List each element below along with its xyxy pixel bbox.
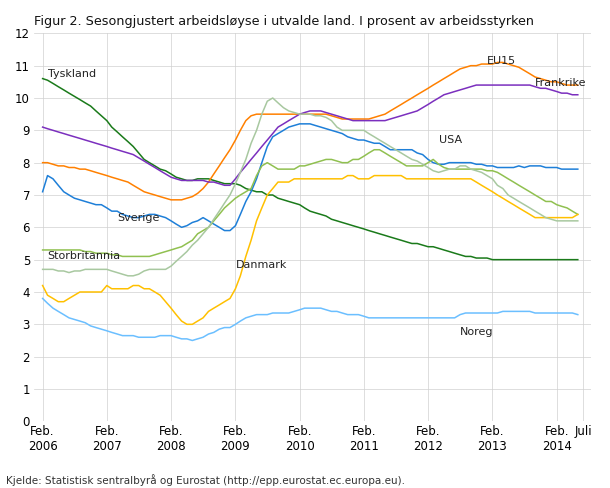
Text: Tyskland: Tyskland	[48, 69, 96, 79]
Text: Frankrike: Frankrike	[535, 79, 587, 88]
Text: Noreg: Noreg	[460, 327, 493, 337]
Text: USA: USA	[439, 135, 462, 145]
Text: Storbritannia: Storbritannia	[48, 251, 121, 262]
Text: Figur 2. Sesongjustert arbeidsløyse i utvalde land. I prosent av arbeidsstyrken: Figur 2. Sesongjustert arbeidsløyse i ut…	[34, 15, 534, 28]
Text: Danmark: Danmark	[235, 260, 287, 269]
Text: Sverige: Sverige	[117, 213, 160, 223]
Text: Kjelde: Statistisk sentralbyrå og Eurostat (http://epp.eurostat.ec.europa.eu).: Kjelde: Statistisk sentralbyrå og Eurost…	[6, 474, 405, 486]
Text: EU15: EU15	[487, 56, 516, 66]
